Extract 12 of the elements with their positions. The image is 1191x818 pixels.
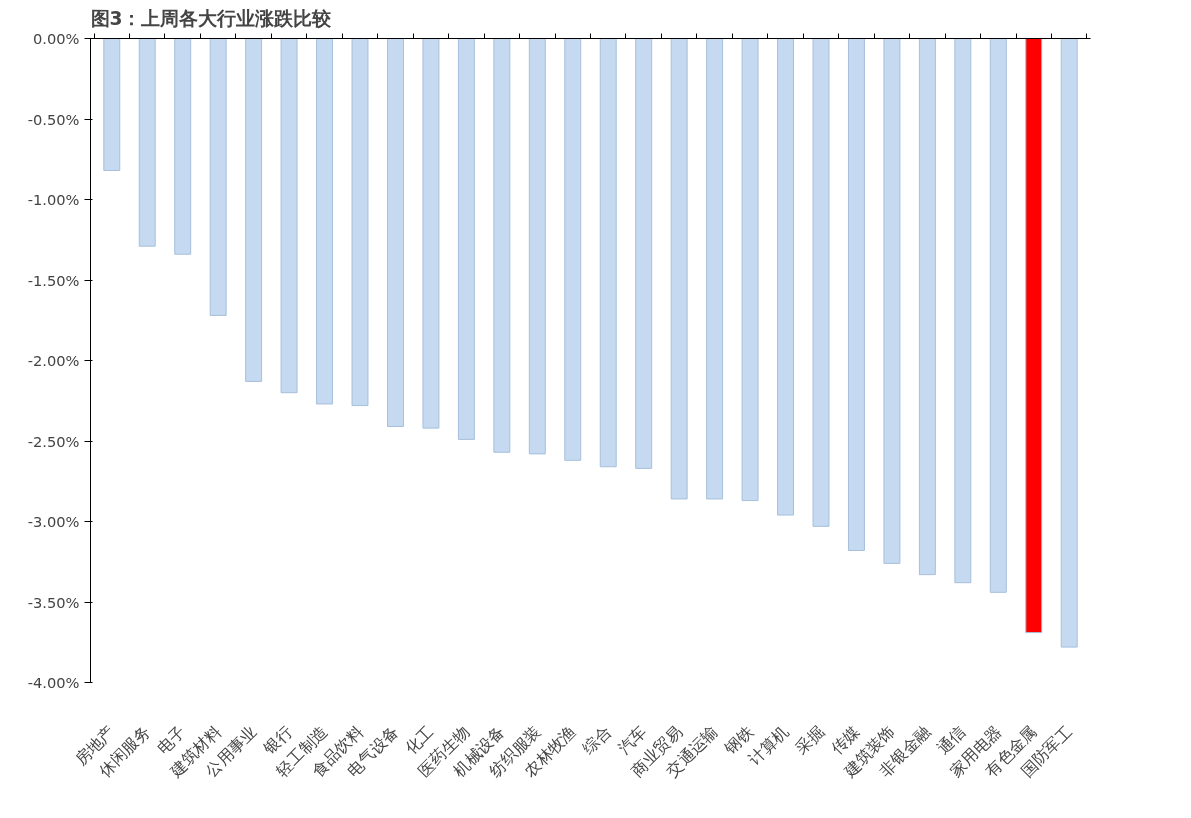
y-tick-label: -4.00% [27, 674, 80, 691]
x-tick-label: 综合 [578, 721, 615, 758]
y-tick-label: -0.50% [27, 110, 80, 128]
chart-title: 图3：上周各大行业涨跌比较 [90, 7, 333, 29]
x-tick-label: 采掘 [791, 721, 828, 758]
y-tick-label: -3.50% [27, 593, 80, 611]
y-tick-label: -3.00% [27, 513, 80, 530]
y-tick-label: -1.00% [27, 191, 80, 208]
y-tick-label: -2.00% [27, 352, 80, 369]
y-tick-label: -1.50% [27, 271, 80, 289]
y-tick-label: -2.50% [27, 432, 80, 450]
y-tick-label: 0.00% [32, 30, 80, 47]
